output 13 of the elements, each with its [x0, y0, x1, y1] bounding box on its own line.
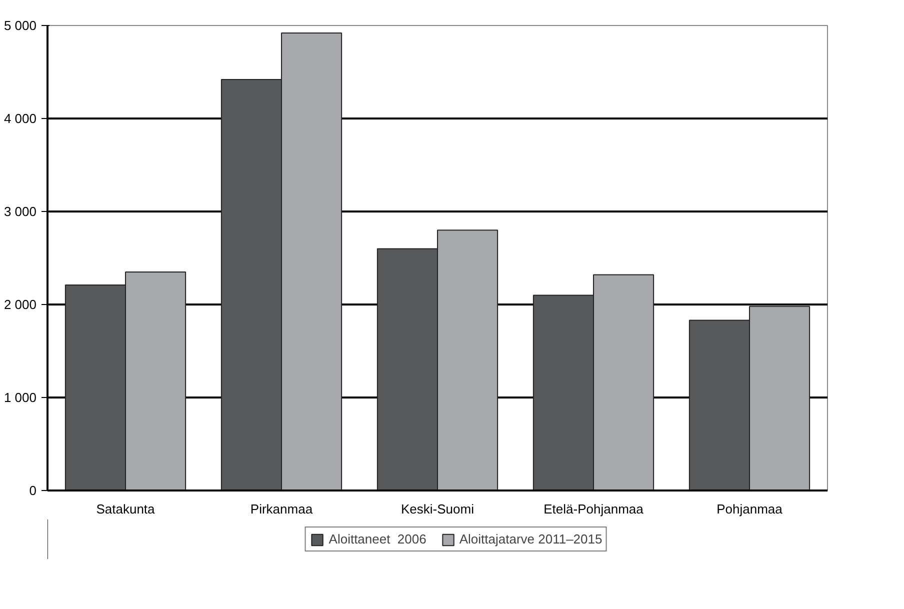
y-tick-label: 0 [29, 483, 37, 498]
legend-label: Aloittajatarve 2011–2015 [459, 532, 602, 546]
y-tick-label: 3 000 [4, 204, 37, 219]
x-tick-label: Etelä-Pohjanmaa [544, 502, 644, 516]
y-tick-label: 1 000 [4, 390, 37, 405]
x-tick-label: Keski-Suomi [401, 502, 474, 516]
y-tick-label: 4 000 [4, 111, 37, 126]
x-tick-label: Pirkanmaa [250, 502, 314, 516]
y-tick-label: 2 000 [4, 297, 37, 312]
legend-label: Aloittaneet 2006 [328, 532, 426, 546]
y-tick-label: 5 000 [4, 18, 37, 33]
x-tick-label: Pohjanmaa [716, 502, 784, 516]
x-tick-label: Satakunta [96, 502, 156, 516]
